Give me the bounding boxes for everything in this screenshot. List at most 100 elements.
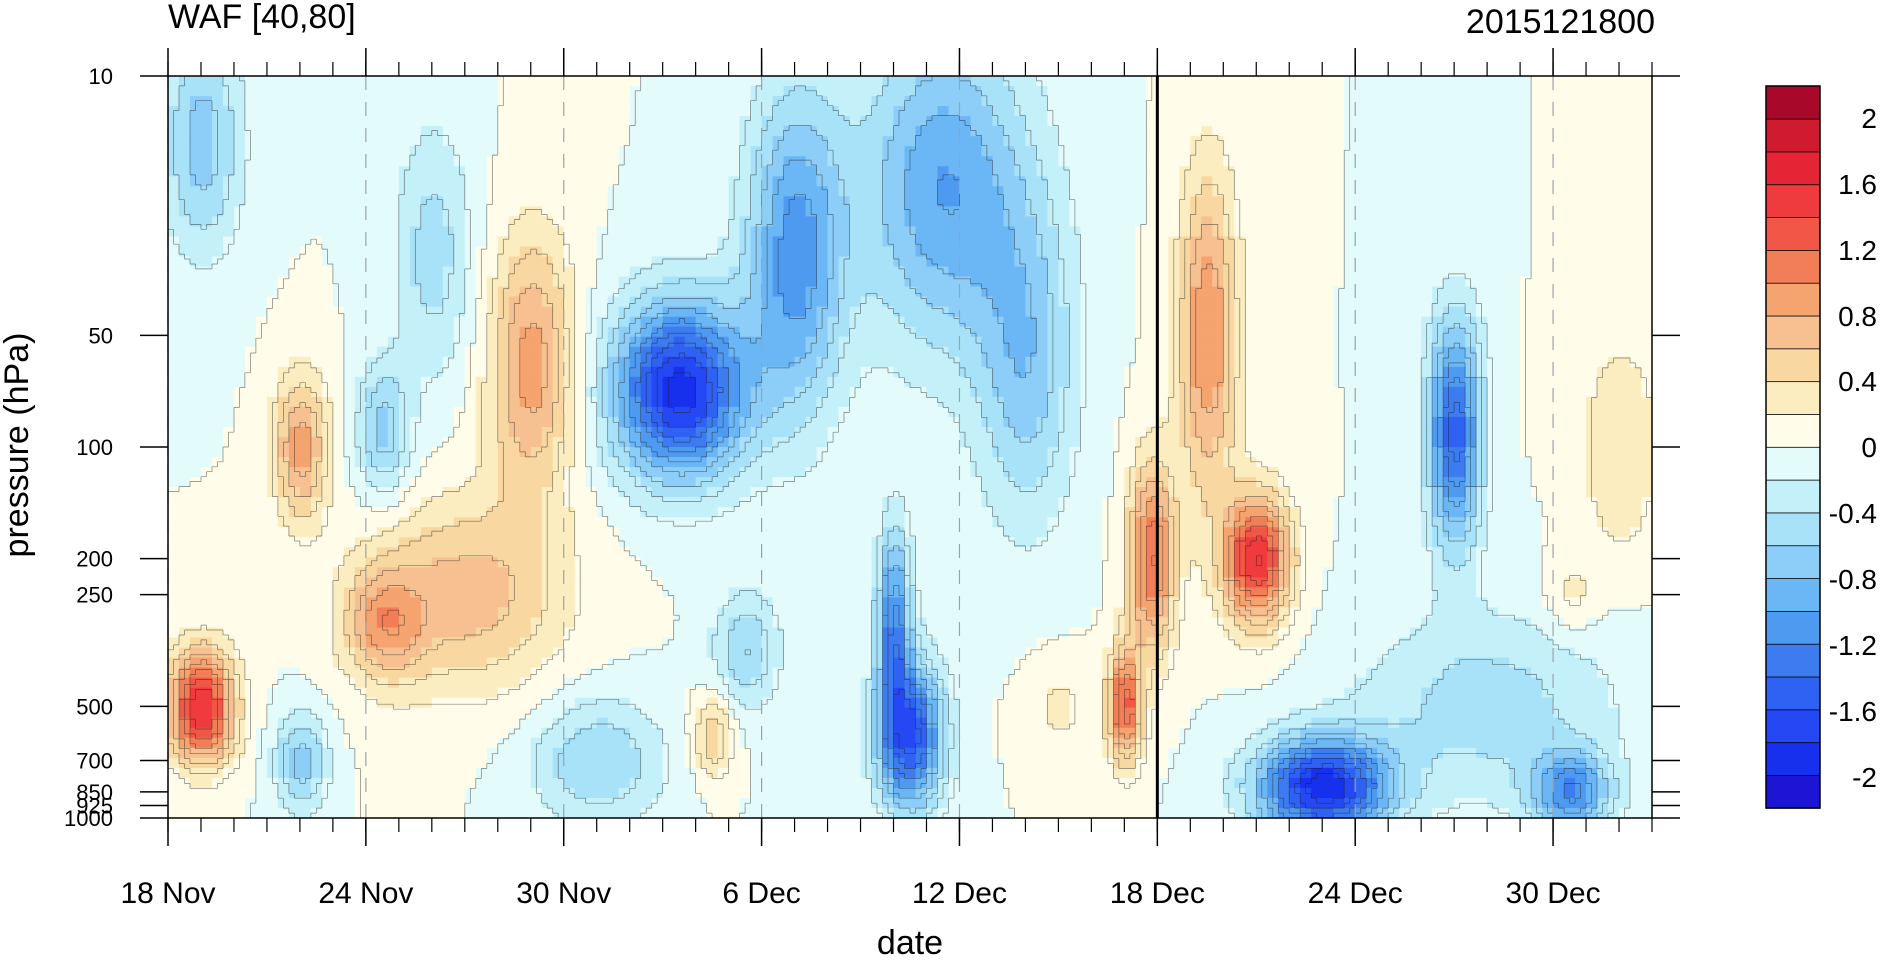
- field-cell: [168, 376, 180, 388]
- field-cell: [420, 707, 433, 719]
- field-cell: [343, 747, 356, 759]
- field-cell: [717, 426, 730, 438]
- field-cell: [431, 487, 444, 498]
- field-cell: [168, 276, 180, 288]
- field-cell: [332, 426, 345, 438]
- field-cell: [794, 76, 807, 87]
- field-cell: [541, 246, 554, 258]
- field-cell: [464, 426, 477, 438]
- field-cell: [376, 96, 389, 107]
- field-cell: [387, 727, 400, 739]
- field-cell: [343, 96, 356, 107]
- field-cell: [585, 507, 598, 518]
- field-cell: [849, 657, 862, 669]
- field-cell: [684, 426, 697, 438]
- field-cell: [354, 507, 367, 518]
- field-cell: [211, 467, 224, 478]
- field-cell: [816, 206, 829, 217]
- field-cell: [673, 647, 686, 659]
- field-cell: [354, 436, 367, 448]
- field-cell: [783, 266, 796, 278]
- field-cell: [486, 116, 499, 127]
- field-cell: [585, 246, 598, 258]
- field-cell: [343, 296, 356, 308]
- field-cell: [651, 156, 664, 167]
- field-cell: [893, 707, 906, 719]
- field-cell: [629, 467, 642, 478]
- field-cell: [354, 577, 367, 588]
- field-cell: [651, 537, 664, 548]
- field-cell: [508, 76, 521, 87]
- field-cell: [189, 246, 202, 258]
- field-cell: [332, 396, 345, 408]
- field-cell: [409, 717, 422, 729]
- field-cell: [332, 797, 345, 809]
- field-cell: [211, 487, 224, 498]
- field-cell: [772, 497, 785, 508]
- field-cell: [178, 226, 191, 238]
- field-cell: [838, 426, 851, 438]
- field-cell: [783, 597, 796, 609]
- field-cell: [310, 767, 323, 779]
- field-cell: [376, 306, 389, 318]
- field-cell: [508, 246, 521, 258]
- field-cell: [695, 216, 708, 228]
- field-cell: [398, 206, 411, 217]
- field-cell: [893, 76, 906, 87]
- field-cell: [189, 537, 202, 548]
- field-cell: [772, 206, 785, 217]
- field-cell: [541, 767, 554, 779]
- field-cell: [849, 116, 862, 127]
- field-cell: [695, 507, 708, 518]
- field-cell: [168, 336, 180, 348]
- field-cell: [233, 587, 246, 599]
- field-cell: [816, 587, 829, 599]
- field-cell: [783, 577, 796, 588]
- field-cell: [904, 416, 917, 428]
- field-cell: [585, 517, 598, 528]
- field-cell: [816, 196, 829, 207]
- field-cell: [343, 567, 356, 578]
- field-cell: [761, 537, 774, 548]
- field-cell: [860, 497, 873, 508]
- field-cell: [761, 787, 774, 799]
- field-cell: [453, 447, 466, 458]
- field-cell: [475, 477, 488, 488]
- field-cell: [398, 216, 411, 228]
- field-cell: [200, 386, 213, 398]
- field-cell: [695, 196, 708, 207]
- field-cell: [168, 477, 180, 488]
- field-cell: [574, 416, 587, 428]
- field-cell: [200, 807, 213, 819]
- field-cell: [684, 146, 697, 157]
- field-cell: [409, 286, 422, 298]
- field-cell: [178, 276, 191, 288]
- field-cell: [574, 687, 587, 699]
- field-cell: [739, 256, 752, 268]
- field-cell: [816, 346, 829, 358]
- field-cell: [354, 246, 367, 258]
- field-cell: [805, 607, 818, 619]
- field-cell: [310, 146, 323, 157]
- field-cell: [168, 206, 180, 217]
- field-cell: [530, 527, 543, 538]
- field-cell: [761, 797, 774, 809]
- field-cell: [431, 697, 444, 709]
- field-cell: [629, 346, 642, 358]
- field-cell: [354, 467, 367, 478]
- field-cell: [343, 787, 356, 799]
- field-cell: [299, 487, 312, 498]
- field-cell: [244, 346, 257, 358]
- field-cell: [750, 447, 763, 458]
- field-cell: [893, 296, 906, 308]
- field-cell: [794, 376, 807, 388]
- field-cell: [783, 276, 796, 288]
- field-cell: [871, 366, 884, 378]
- field-cell: [420, 186, 433, 197]
- field-cell: [486, 106, 499, 117]
- field-cell: [585, 677, 598, 689]
- field-cell: [849, 246, 862, 258]
- field-cell: [453, 226, 466, 238]
- field-cell: [882, 477, 895, 488]
- field-cell: [838, 617, 851, 629]
